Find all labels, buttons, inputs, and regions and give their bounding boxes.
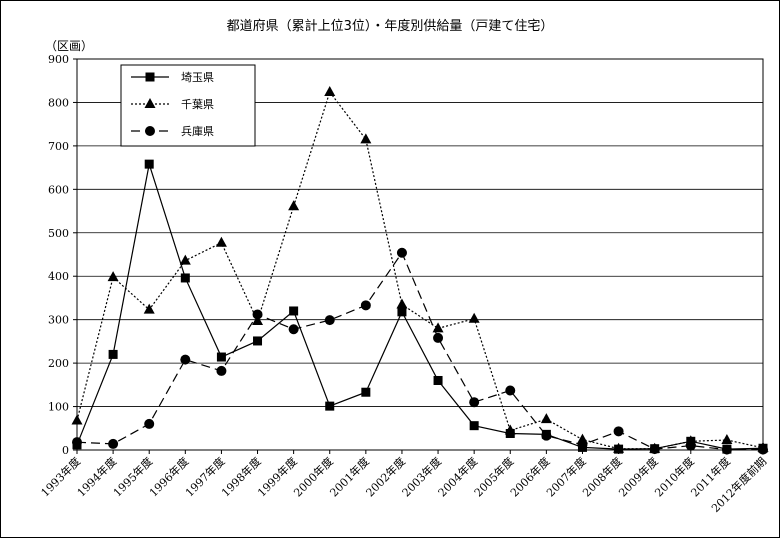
legend-label: 兵庫県: [181, 124, 214, 138]
series-line-3: [76, 251, 763, 451]
y-tick-label: 400: [48, 270, 69, 283]
series-line-2: [76, 90, 764, 450]
data-point: [71, 414, 83, 425]
y-tick-label: 700: [48, 140, 69, 153]
y-tick-label: 900: [48, 53, 69, 66]
data-point: [613, 442, 625, 453]
data-point: [325, 401, 335, 411]
data-point: [504, 424, 516, 435]
data-point: [288, 324, 299, 335]
y-tick-label: 200: [48, 357, 69, 370]
data-point: [289, 306, 299, 316]
data-point: [361, 387, 371, 397]
data-point: [252, 309, 263, 320]
data-point: [469, 421, 479, 431]
legend-label: 千葉県: [181, 97, 214, 111]
y-tick-label: 300: [48, 314, 69, 327]
data-point: [540, 413, 552, 424]
legend-marker: [145, 126, 155, 136]
y-tick-label: 100: [48, 401, 69, 414]
data-point: [108, 349, 118, 359]
data-point: [577, 439, 588, 450]
data-point: [468, 312, 480, 323]
y-tick-label: 500: [48, 227, 69, 240]
legend-label: 埼玉県: [181, 70, 214, 84]
legend-marker: [144, 98, 156, 108]
data-point: [433, 332, 444, 343]
data-point: [216, 352, 226, 362]
data-point: [324, 86, 336, 97]
y-tick-label: 0: [62, 444, 69, 457]
y-unit-label: （区画）: [45, 39, 93, 53]
data-point: [144, 418, 155, 429]
data-point: [432, 322, 444, 333]
data-point: [72, 437, 82, 448]
data-point: [144, 159, 154, 169]
data-point: [216, 365, 227, 376]
y-tick-label: 600: [48, 183, 69, 196]
data-point: [721, 434, 733, 445]
data-point: [613, 426, 624, 437]
data-point: [180, 354, 191, 365]
data-point: [360, 133, 372, 144]
legend-box: [120, 64, 256, 147]
data-point: [253, 336, 263, 346]
data-point: [143, 303, 155, 314]
data-point: [324, 315, 335, 326]
data-point: [758, 444, 768, 455]
data-point: [215, 236, 227, 247]
data-point: [108, 438, 119, 449]
legend-marker: [145, 72, 155, 82]
data-point: [180, 273, 190, 283]
data-point: [396, 247, 407, 258]
y-tick-label: 800: [48, 96, 69, 109]
data-point: [721, 444, 732, 455]
data-point: [179, 254, 191, 265]
plot-area: [76, 58, 764, 451]
data-point: [541, 430, 552, 441]
data-point: [469, 397, 480, 408]
data-point: [685, 440, 696, 451]
data-point: [288, 200, 300, 211]
data-point: [396, 298, 408, 309]
chart-title: 都道府県（累計上位3位）・年度別供給量（戸建て住宅）: [226, 19, 554, 34]
data-point: [252, 314, 264, 325]
data-point: [397, 307, 407, 317]
data-point: [433, 375, 443, 385]
data-point: [107, 271, 119, 282]
data-point: [649, 444, 660, 455]
data-point: [505, 385, 516, 396]
data-point: [360, 300, 371, 311]
